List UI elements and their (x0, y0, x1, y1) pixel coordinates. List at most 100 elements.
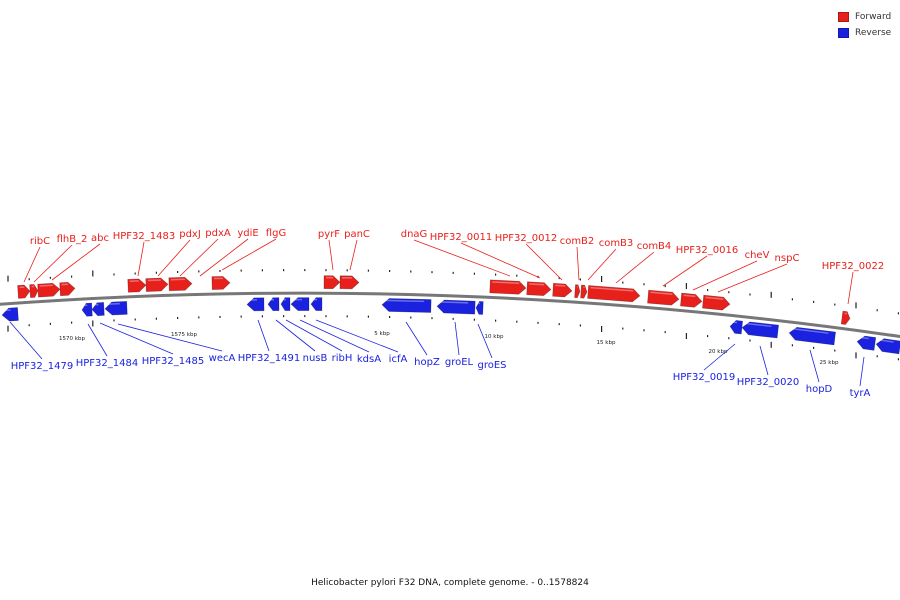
reverse-gene-label: hopZ (414, 357, 440, 368)
forward-gene-arrow-highlight (529, 283, 545, 286)
reverse-gene-arrow (290, 297, 310, 311)
reverse-gene-arrow-highlight (878, 339, 894, 343)
reverse-gene-arrow (436, 299, 476, 315)
forward-gene-label: HPF32_0012 (495, 233, 557, 244)
tick-label: 1570 kbp (59, 336, 85, 342)
forward-gene-label-leader (51, 243, 101, 281)
gene-labels: ribC flhB_2 abc HPF32_1483 pdxJ pdxA ydiE flgG p… (11, 228, 884, 399)
reverse-gene-arrow (104, 301, 128, 316)
reverse-gene-arrow (81, 302, 93, 317)
forward-gene-label-leader (460, 242, 541, 279)
forward-gene-arrow (702, 294, 731, 311)
reverse-gene-arrow (381, 298, 432, 313)
reverse-gene-label: wecA (209, 353, 236, 364)
forward-swatch (838, 11, 849, 22)
forward-gene-label-leader (587, 248, 617, 281)
genome-caption: Helicobacter pylori F32 DNA, complete ge… (311, 578, 589, 588)
forward-gene-label-leader (221, 238, 277, 271)
forward-gene-label-leader (157, 239, 191, 277)
reverse-gene-label: ribH (332, 353, 353, 364)
reverse-genes (1, 297, 900, 355)
reverse-gene-label-leader (454, 321, 460, 356)
forward-gene-arrow-highlight (650, 291, 673, 295)
reverse-gene-label-leader (703, 343, 736, 371)
reverse-gene-arrow (729, 320, 743, 335)
forward-gene-label: panC (344, 229, 370, 240)
forward-gene-label: pdxJ (179, 229, 201, 240)
legend-reverse-label: Reverse (855, 27, 892, 38)
legend-reverse: Reverse (838, 25, 898, 40)
forward-gene-label: ydiE (237, 228, 258, 239)
forward-gene-arrow (323, 275, 341, 290)
forward-gene-label-leader (692, 260, 758, 291)
forward-gene-arrow (59, 281, 76, 297)
reverse-gene-arrow-highlight (439, 301, 469, 304)
forward-gene-label: pyrF (318, 229, 340, 240)
reverse-gene-arrow (856, 335, 877, 351)
forward-gene-label: HPF32_1483 (113, 231, 175, 242)
forward-gene-label-leader (349, 239, 358, 271)
reverse-gene-label: HPF32_0019 (673, 372, 735, 383)
forward-gene-arrow (17, 284, 31, 299)
forward-gene-label: flgG (266, 228, 286, 239)
reverse-gene-label-leader (275, 319, 316, 352)
forward-gene-arrow-highlight (683, 294, 696, 298)
forward-gene-arrow (37, 282, 61, 298)
reverse-gene-label-leader (257, 319, 270, 352)
forward-gene-arrow (526, 281, 552, 296)
forward-gene-arrow-highlight (555, 284, 566, 287)
genome-backbone (0, 291, 900, 339)
tick-label: 25 kbp (820, 360, 839, 366)
reverse-gene-arrow (475, 301, 484, 315)
reverse-gene-label: groES (477, 360, 506, 371)
forward-gene-label: cheV (745, 250, 770, 261)
forward-gene-label-leader (23, 246, 41, 283)
forward-gene-label: pdxA (205, 228, 231, 239)
forward-gene-label-leader (413, 239, 511, 277)
forward-gene-arrow (145, 277, 169, 292)
tick-label: 10 kbp (485, 334, 504, 340)
reverse-gene-label-leader (9, 321, 43, 360)
forward-gene-label-leader (179, 238, 219, 277)
forward-gene-arrow (647, 289, 680, 306)
forward-gene-label-leader (33, 244, 73, 283)
reverse-gene-label-leader (315, 319, 399, 353)
reverse-gene-arrow (246, 297, 265, 312)
legend-forward: Forward (838, 9, 898, 24)
reverse-gene-arrow-highlight (384, 299, 425, 303)
forward-gene-label: flhB_2 (57, 234, 88, 245)
reverse-gene-arrow (280, 297, 291, 311)
forward-gene-arrow (574, 284, 581, 299)
forward-gene-arrow (489, 279, 527, 295)
reverse-gene-arrow (310, 297, 323, 311)
forward-gene-arrow (168, 276, 193, 292)
forward-gene-label-leader (662, 255, 708, 287)
reverse-gene-arrow-highlight (106, 302, 120, 306)
reverse-gene-label-leader (809, 349, 820, 383)
forward-gene-label: HPF32_0011 (430, 232, 492, 243)
reverse-gene-label: HPF32_1484 (76, 358, 138, 369)
reverse-swatch (838, 27, 849, 38)
forward-gene-arrow (127, 278, 147, 293)
forward-gene-label: HPF32_0022 (822, 261, 884, 272)
forward-gene-arrow (587, 285, 641, 303)
forward-gene-label: nspC (775, 253, 800, 264)
forward-gene-label-leader (717, 263, 788, 293)
tick-label: 1575 kbp (171, 332, 197, 338)
reverse-gene-arrow (788, 326, 836, 346)
legend: Forward Reverse (838, 9, 898, 41)
legend-forward-label: Forward (855, 11, 892, 22)
reverse-gene-label-leader (87, 323, 108, 357)
reverse-gene-label-leader (299, 319, 370, 353)
reverse-gene-label-leader (759, 345, 769, 376)
forward-gene-label-leader (525, 243, 563, 281)
reverse-gene-arrow (91, 302, 105, 317)
forward-gene-label: comB3 (599, 238, 634, 249)
forward-gene-label-leader (199, 238, 249, 277)
reverse-gene-label: groEL (445, 357, 474, 368)
tick-label: 15 kbp (597, 340, 616, 346)
forward-gene-label: abc (91, 233, 109, 244)
reverse-gene-arrow-highlight (791, 327, 829, 334)
forward-gene-arrow (552, 282, 573, 298)
